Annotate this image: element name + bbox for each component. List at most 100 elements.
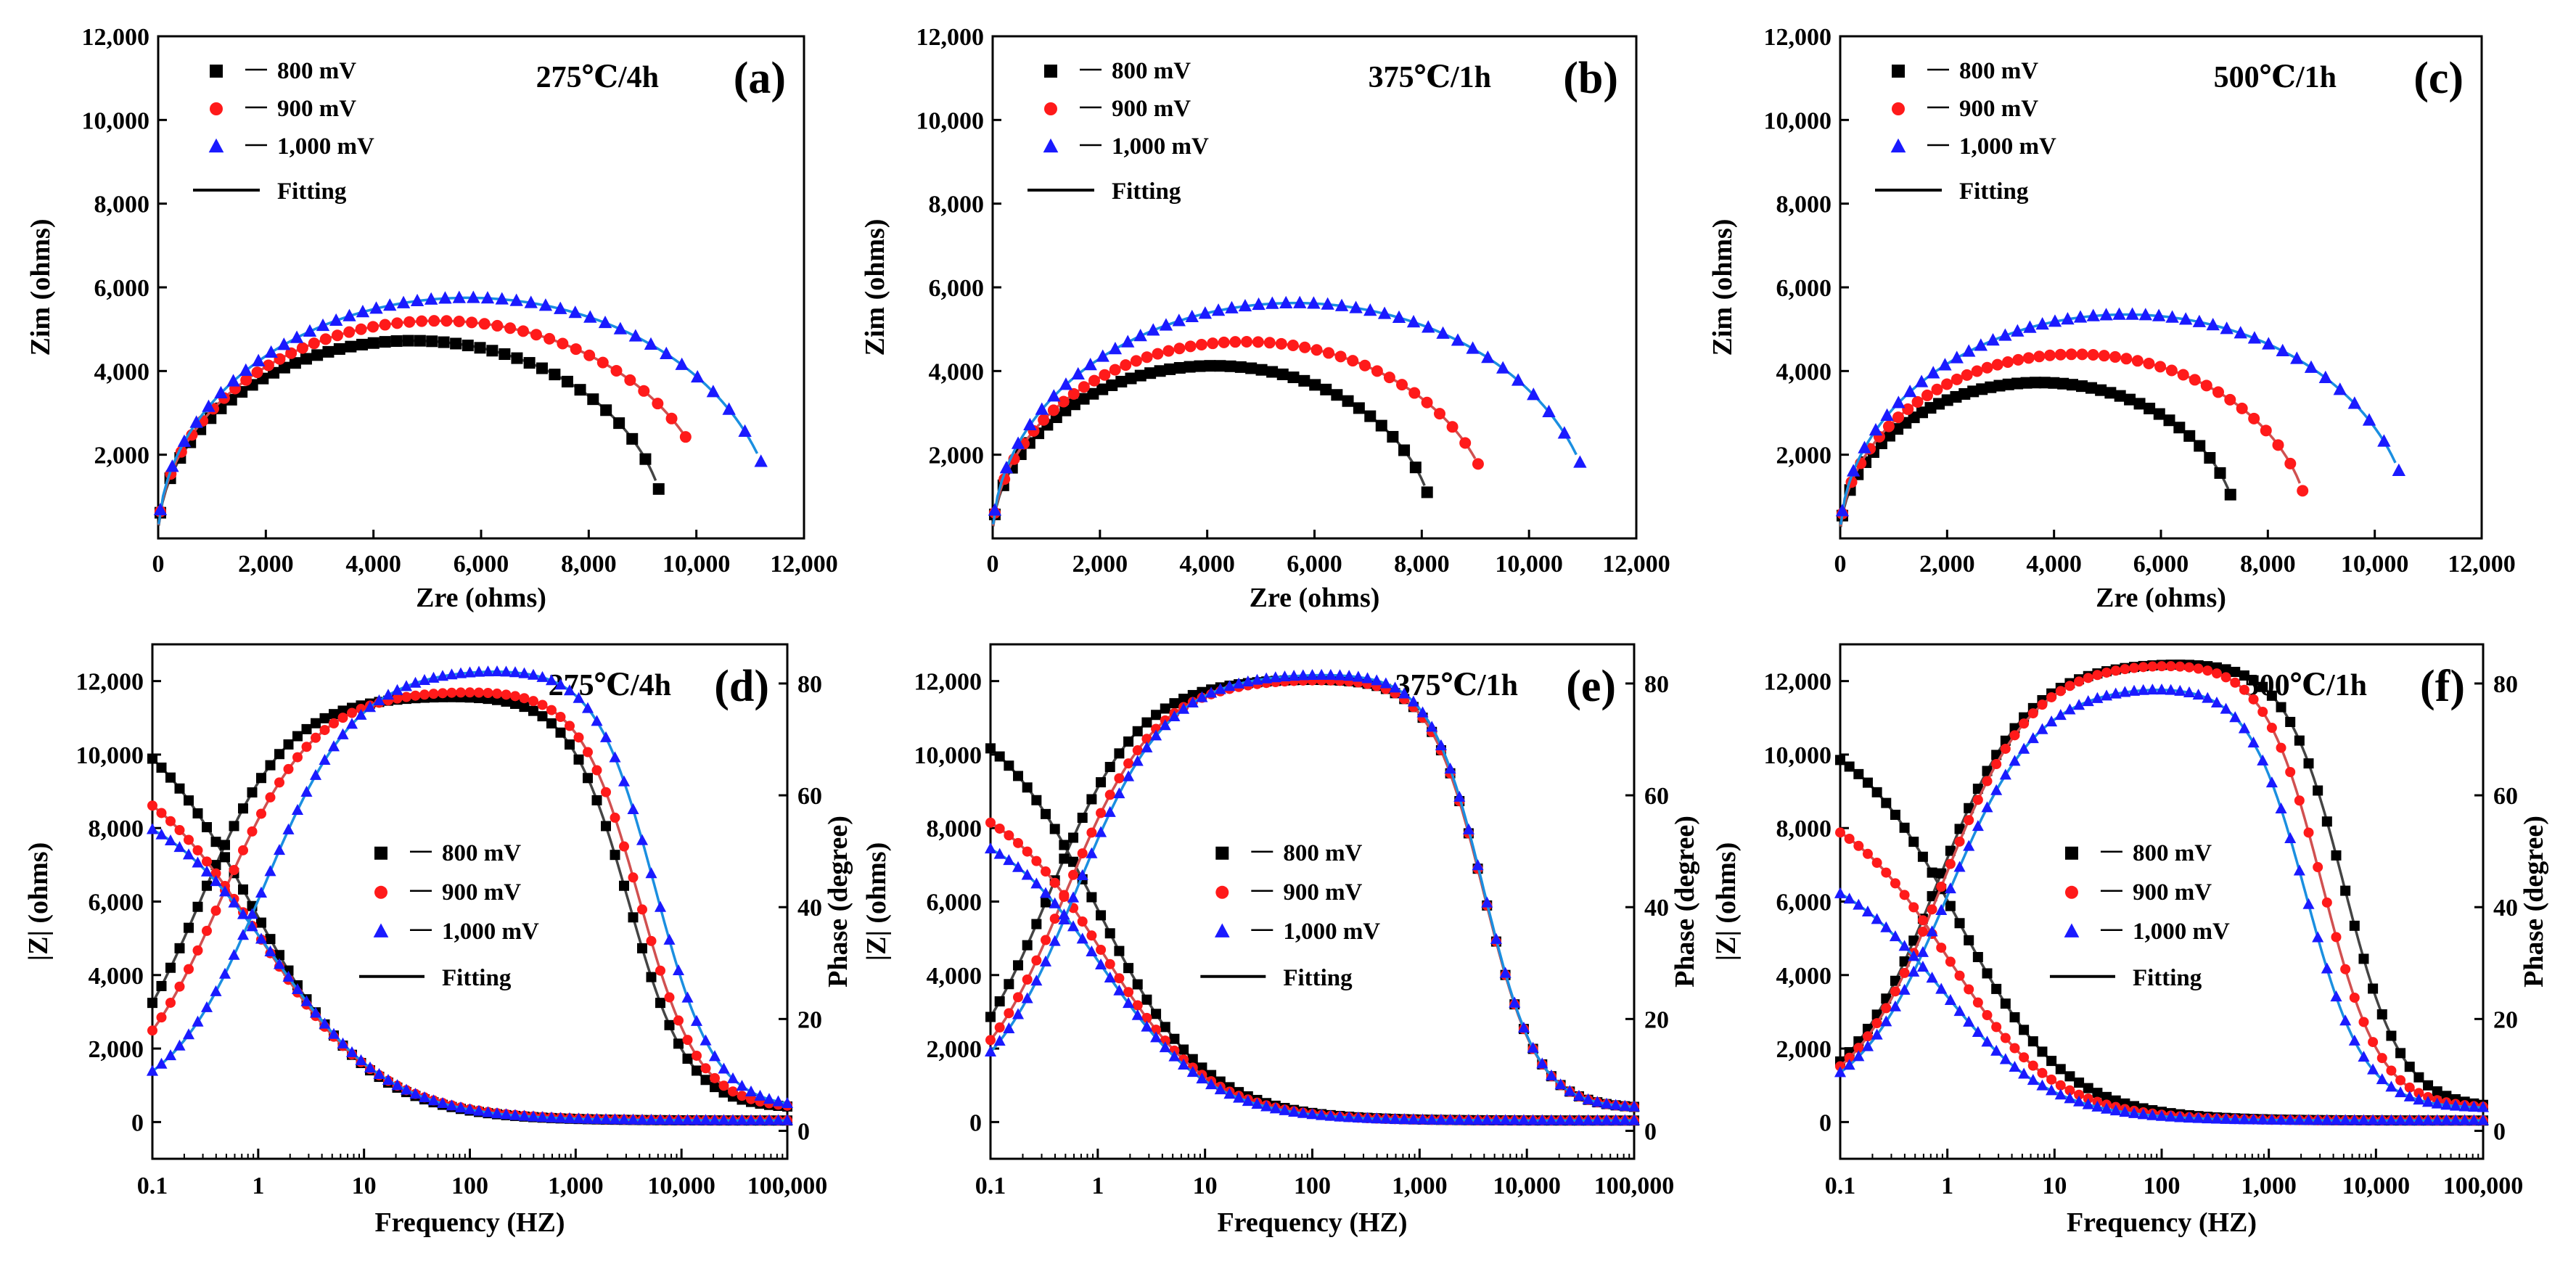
data-point-phase-d-800mV-1	[156, 980, 167, 991]
data-point-modulus-d-1000mV-57	[663, 1114, 676, 1125]
data-point-phase-f-1000mV-3	[1861, 1040, 1874, 1051]
data-point-phase-d-900mV-45	[555, 712, 566, 723]
data-point-b-900mV-19	[1184, 340, 1197, 353]
data-point-modulus-f-800mV-9	[1917, 851, 1928, 862]
data-point-b-900mV-15	[1141, 351, 1153, 364]
data-point-modulus-d-800mV-3	[174, 783, 185, 794]
data-point-phase-d-1000mV-70	[781, 1096, 794, 1109]
panel-label-b: (b)	[1563, 54, 1618, 103]
data-point-phase-f-1000mV-69	[2468, 1101, 2480, 1112]
data-point-phase-d-900mV-1	[156, 1012, 167, 1023]
data-point-a-900mV-21	[391, 317, 403, 329]
data-point-c-1000mV-2	[1858, 440, 1871, 454]
data-point-phase-f-900mV-27	[2083, 673, 2093, 684]
y2-tick-label-e-0: 0	[1644, 1118, 1657, 1145]
data-point-modulus-d-1000mV-68	[763, 1114, 776, 1125]
data-point-phase-d-1000mV-5	[192, 1015, 204, 1027]
data-point-modulus-f-800mV-24	[2055, 1064, 2066, 1075]
data-point-phase-d-800mV-57	[664, 1019, 675, 1030]
data-point-a-1000mV-30	[554, 301, 567, 314]
legend-marker-a-900mV	[210, 102, 223, 115]
data-point-modulus-e-900mV-12	[1096, 944, 1107, 955]
data-point-phase-e-1000mV-37	[1324, 668, 1337, 680]
data-point-phase-e-1000mV-25	[1214, 683, 1226, 694]
data-point-phase-d-1000mV-69	[772, 1095, 784, 1107]
data-point-modulus-f-1000mV-45	[2247, 1113, 2260, 1125]
data-point-modulus-d-1000mV-7	[210, 875, 222, 887]
data-point-phase-e-800mV-12	[1096, 777, 1107, 788]
data-point-phase-e-1000mV-17	[1141, 741, 1153, 752]
data-point-phase-d-900mV-33	[446, 687, 457, 698]
data-point-modulus-e-1000mV-21	[1178, 1058, 1190, 1070]
data-point-phase-d-1000mV-13	[264, 865, 276, 877]
data-point-phase-e-1000mV-31	[1269, 671, 1281, 683]
data-point-phase-f-1000mV-16	[1981, 801, 1993, 813]
y-tick-label-b-2: 6,000	[929, 275, 985, 302]
data-point-phase-f-800mV-10	[1927, 891, 1937, 902]
data-point-modulus-e-1000mV-44	[1389, 1112, 1401, 1124]
data-point-phase-f-1000mV-6	[1889, 1000, 1901, 1011]
data-point-modulus-d-1000mV-67	[754, 1114, 766, 1125]
data-point-modulus-f-800mV-16	[1982, 968, 1993, 979]
data-point-modulus-e-900mV-1	[994, 823, 1005, 834]
data-point-c-1000mV-22	[2099, 308, 2113, 321]
data-point-modulus-f-900mV-13	[1954, 970, 1965, 981]
data-point-b-1000mV-1	[999, 461, 1014, 474]
y-tick-label-e-3: 6,000	[927, 890, 983, 916]
data-point-c-800mV-19	[1993, 379, 2006, 392]
data-point-modulus-d-1000mV-63	[718, 1114, 730, 1125]
data-point-modulus-e-1000mV-68	[1609, 1114, 1622, 1125]
x-tick-label-d-2: 10	[352, 1173, 377, 1199]
data-point-phase-d-800mV-51	[610, 850, 620, 861]
data-point-modulus-d-800mV-10	[238, 884, 248, 895]
data-point-phase-f-1000mV-63	[2413, 1093, 2425, 1105]
data-point-phase-e-800mV-21	[1178, 694, 1189, 705]
data-point-phase-f-1000mV-18	[1999, 768, 2011, 780]
data-point-phase-f-1000mV-50	[2293, 864, 2305, 876]
panel-label-a: (a)	[734, 54, 786, 103]
data-point-phase-d-1000mV-21	[337, 728, 349, 739]
data-point-modulus-d-1000mV-41	[518, 1109, 530, 1121]
data-point-phase-d-900mV-46	[565, 721, 575, 731]
data-point-c-1000mV-42	[2377, 434, 2391, 447]
data-point-b-1000mV-29	[1363, 303, 1377, 316]
data-point-c-800mV-27	[2067, 379, 2079, 391]
data-point-phase-f-1000mV-59	[2376, 1073, 2388, 1085]
data-point-c-1000mV-9	[1938, 358, 1952, 371]
data-point-phase-e-1000mV-18	[1150, 729, 1162, 741]
data-point-c-1000mV-39	[2333, 382, 2347, 395]
data-point-phase-f-900mV-62	[2404, 1082, 2415, 1093]
data-point-phase-e-1000mV-60	[1536, 1057, 1549, 1069]
data-point-a-1000mV-8	[251, 353, 266, 366]
data-point-phase-d-900mV-19	[319, 725, 330, 736]
data-point-phase-d-900mV-48	[583, 747, 593, 758]
y-tick-label-f-1: 2,000	[1776, 1036, 1832, 1063]
data-point-b-1000mV-7	[1071, 366, 1085, 380]
data-point-a-900mV-13	[296, 342, 308, 354]
data-point-modulus-f-1000mV-5	[1880, 921, 1892, 932]
data-point-c-1000mV-35	[2276, 343, 2289, 356]
data-point-phase-e-800mV-6	[1041, 897, 1051, 908]
data-point-c-1000mV-13	[1986, 333, 2000, 346]
data-point-phase-d-1000mV-15	[282, 823, 295, 834]
data-point-c-1000mV-14	[1998, 328, 2012, 341]
data-point-modulus-f-800mV-23	[2046, 1056, 2057, 1067]
data-point-modulus-e-1000mV-19	[1159, 1041, 1171, 1053]
data-point-phase-e-1000mV-42	[1371, 674, 1383, 686]
data-point-b-900mV-11	[1099, 369, 1111, 381]
data-point-phase-d-1000mV-42	[527, 668, 540, 680]
data-point-phase-d-900mV-6	[202, 925, 212, 936]
data-point-b-900mV-24	[1241, 335, 1253, 348]
data-point-phase-e-800mV-4	[1022, 940, 1033, 951]
data-point-modulus-d-1000mV-15	[282, 970, 295, 982]
data-point-modulus-d-900mV-6	[202, 856, 212, 867]
data-point-phase-d-1000mV-41	[518, 667, 530, 678]
chart-title-e: 375℃/1h	[1395, 669, 1518, 702]
data-point-phase-f-1000mV-31	[2119, 686, 2131, 697]
data-point-modulus-e-1000mV-34	[1297, 1107, 1309, 1118]
data-point-phase-d-1000mV-51	[609, 751, 621, 763]
data-point-phase-f-900mV-17	[1991, 759, 2002, 770]
data-point-phase-d-1000mV-25	[373, 694, 385, 706]
data-point-modulus-f-800mV-5	[1881, 797, 1892, 808]
data-point-modulus-f-1000mV-1	[1843, 892, 1855, 904]
